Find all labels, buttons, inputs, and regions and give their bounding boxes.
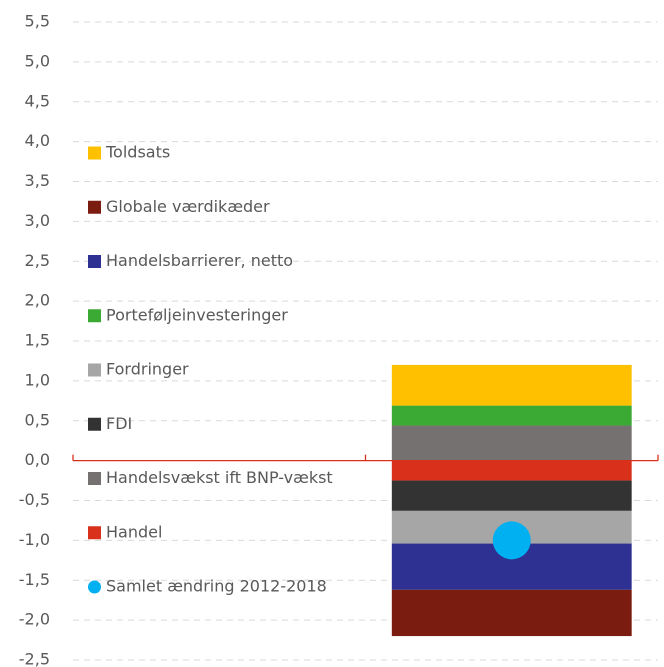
y-tick-label: 1,0 bbox=[25, 370, 50, 389]
legend-label: Handel bbox=[106, 522, 162, 541]
legend-label: Toldsats bbox=[105, 143, 170, 162]
y-tick-label: -1,0 bbox=[19, 530, 50, 549]
y-tick-label: 0,5 bbox=[25, 410, 50, 429]
y-tick-label: -2,5 bbox=[19, 650, 50, 667]
y-tick-label: 5,5 bbox=[25, 12, 50, 31]
y-tick-label: 1,5 bbox=[25, 331, 50, 350]
legend-marker bbox=[88, 363, 101, 377]
y-tick-label: 4,5 bbox=[25, 91, 50, 110]
legend-label: FDI bbox=[106, 414, 132, 433]
y-tick-label: 0,0 bbox=[25, 450, 50, 469]
bar-segment bbox=[391, 364, 632, 406]
legend-marker bbox=[88, 580, 101, 594]
legend-label: Globale værdikæder bbox=[106, 197, 270, 216]
y-tick-label: 2,0 bbox=[25, 291, 50, 310]
bar-segment bbox=[391, 460, 632, 481]
y-tick-label: -2,0 bbox=[19, 610, 50, 629]
y-tick-label: -1,5 bbox=[19, 570, 50, 589]
legend-marker bbox=[88, 417, 101, 431]
legend-marker bbox=[88, 472, 101, 485]
point bbox=[492, 521, 531, 560]
bar-segment bbox=[391, 405, 632, 426]
legend-label: Handelsbarrierer, netto bbox=[106, 251, 293, 270]
bar-segment bbox=[391, 589, 632, 637]
bar-segment bbox=[391, 480, 632, 511]
legend-marker bbox=[88, 255, 101, 268]
legend-marker bbox=[88, 146, 101, 160]
legend-marker bbox=[88, 309, 101, 323]
y-tick-label: 5,0 bbox=[25, 51, 50, 70]
y-tick-label: 4,0 bbox=[25, 131, 50, 150]
y-tick-label: 3,0 bbox=[25, 211, 50, 230]
legend-marker bbox=[88, 200, 101, 214]
legend-marker bbox=[88, 526, 101, 540]
legend-label: Samlet ændring 2012-2018 bbox=[106, 577, 327, 596]
y-tick-label: 2,5 bbox=[25, 251, 50, 270]
bar-segment bbox=[391, 425, 632, 461]
legend-label: Handelsvækst ift BNP-vækst bbox=[106, 468, 333, 487]
legend-label: Fordringer bbox=[106, 360, 189, 379]
y-tick-label: -0,5 bbox=[19, 490, 50, 509]
y-tick-label: 3,5 bbox=[25, 171, 50, 190]
legend-label: Porteføljeinvesteringer bbox=[106, 305, 288, 324]
